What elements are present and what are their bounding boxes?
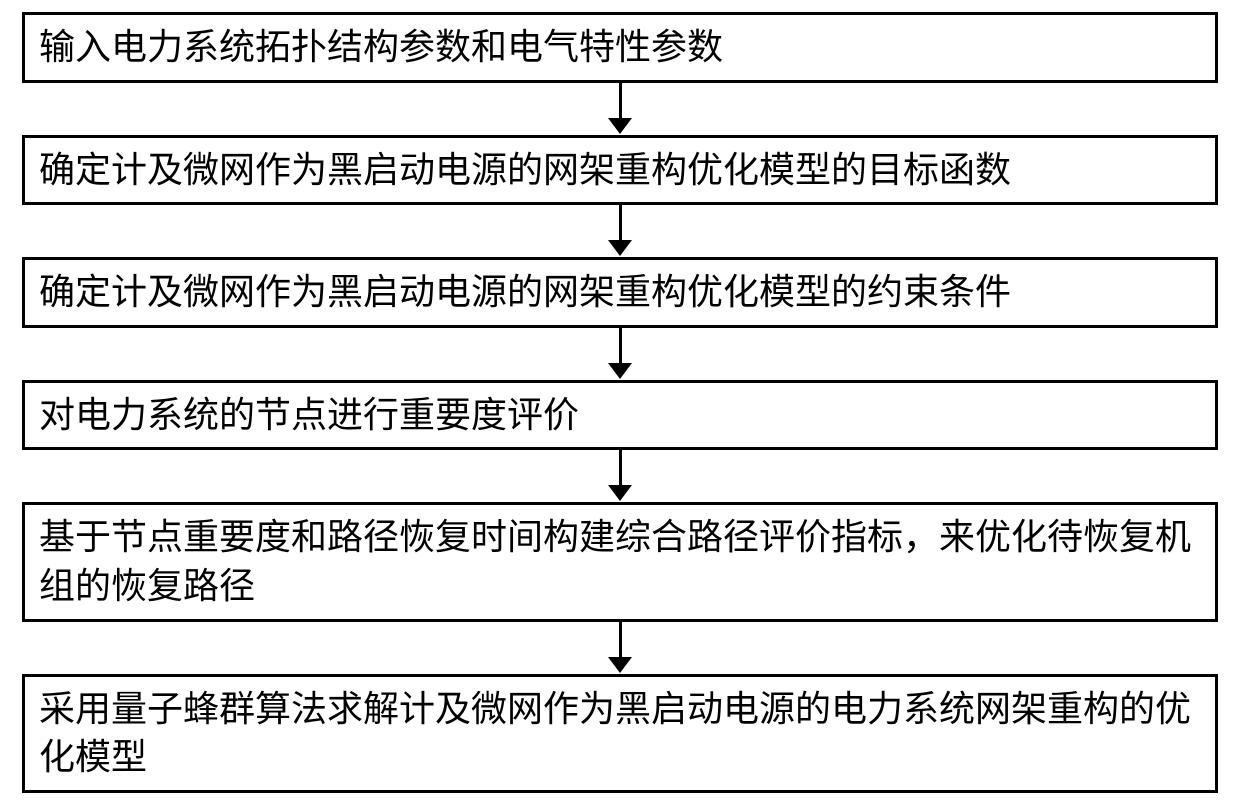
arrow-2 [608, 205, 632, 257]
step-text-5: 基于节点重要度和路径恢复时间构建综合路径评价指标，来优化待恢复机组的恢复路径 [39, 513, 1201, 610]
arrow-4 [608, 450, 632, 502]
arrow-line [619, 328, 622, 364]
step-text-3: 确定计及微网作为黑启动电源的网架重构优化模型的约束条件 [39, 268, 1011, 317]
arrow-1 [608, 83, 632, 135]
arrow-head [608, 363, 632, 379]
step-box-1: 输入电力系统拓扑结构参数和电气特性参数 [22, 12, 1218, 83]
arrow-head [608, 657, 632, 673]
arrow-5 [608, 622, 632, 674]
step-box-6: 采用量子蜂群算法求解计及微网作为黑启动电源的电力系统网架重构的优化模型 [22, 674, 1218, 793]
arrow-line [619, 83, 622, 119]
step-text-2: 确定计及微网作为黑启动电源的网架重构优化模型的目标函数 [39, 146, 1011, 195]
arrow-line [619, 205, 622, 241]
step-box-5: 基于节点重要度和路径恢复时间构建综合路径评价指标，来优化待恢复机组的恢复路径 [22, 502, 1218, 621]
step-box-4: 对电力系统的节点进行重要度评价 [22, 380, 1218, 451]
arrow-head [608, 118, 632, 134]
arrow-line [619, 622, 622, 658]
step-box-3: 确定计及微网作为黑启动电源的网架重构优化模型的约束条件 [22, 257, 1218, 328]
step-text-6: 采用量子蜂群算法求解计及微网作为黑启动电源的电力系统网架重构的优化模型 [39, 685, 1201, 782]
step-text-4: 对电力系统的节点进行重要度评价 [39, 391, 579, 440]
step-box-2: 确定计及微网作为黑启动电源的网架重构优化模型的目标函数 [22, 135, 1218, 206]
arrow-3 [608, 328, 632, 380]
flowchart-container: 输入电力系统拓扑结构参数和电气特性参数 确定计及微网作为黑启动电源的网架重构优化… [20, 12, 1220, 793]
arrow-head [608, 240, 632, 256]
arrow-head [608, 485, 632, 501]
step-text-1: 输入电力系统拓扑结构参数和电气特性参数 [39, 23, 723, 72]
arrow-line [619, 450, 622, 486]
